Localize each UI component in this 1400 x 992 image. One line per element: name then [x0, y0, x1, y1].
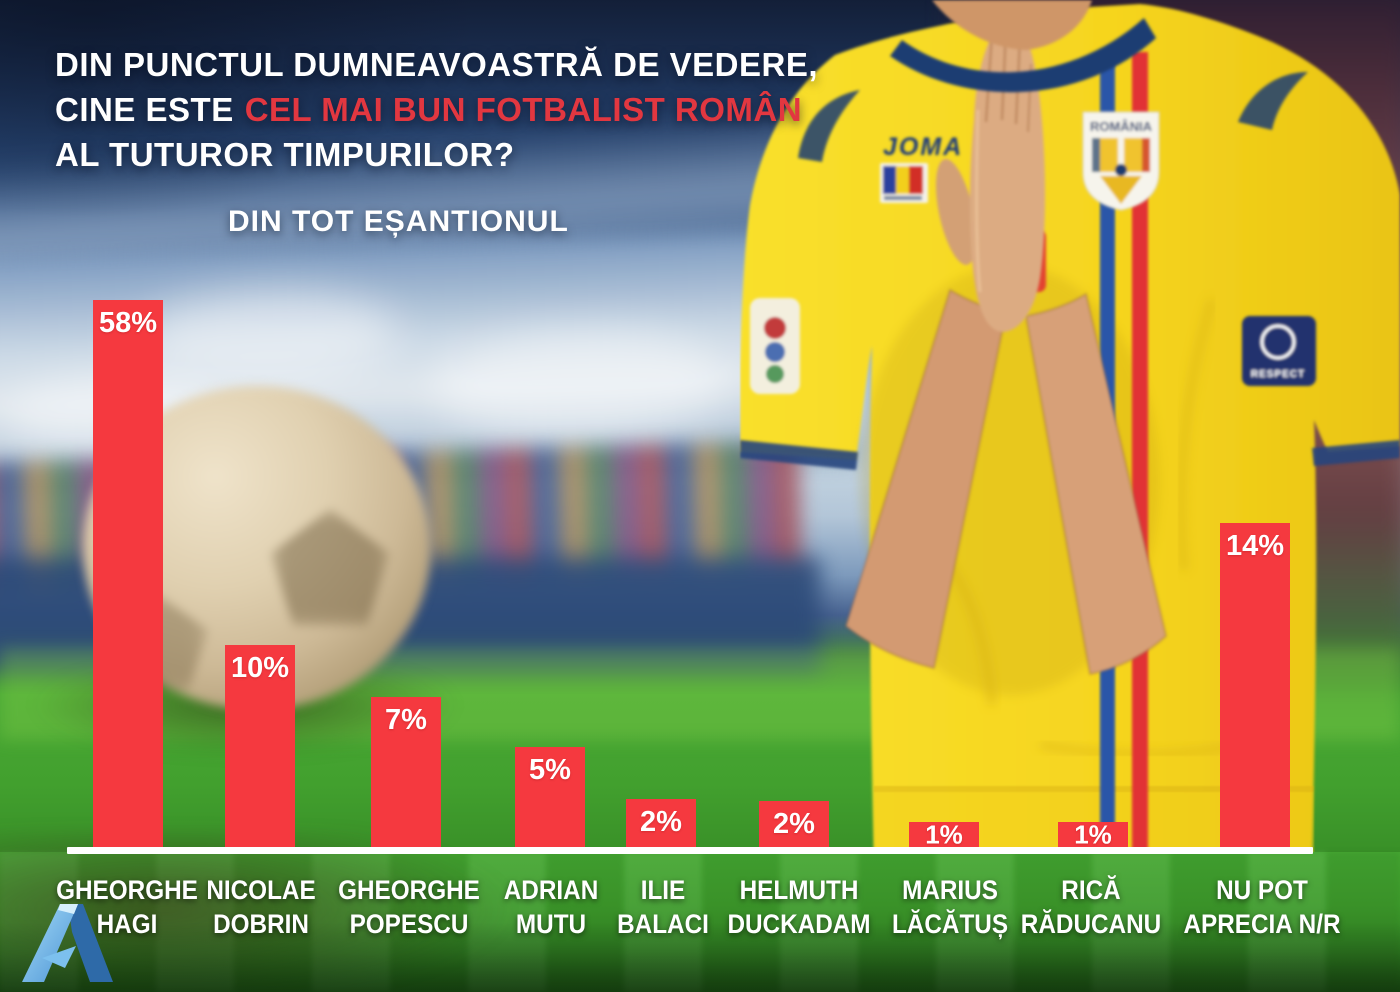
- bar-value-label: 5%: [529, 754, 571, 786]
- brand-text: JOMA: [883, 133, 963, 161]
- category-label-gheorghe-popescu: GHEORGHE POPESCU: [310, 873, 508, 941]
- category-line1: RICĂ: [1061, 875, 1121, 905]
- bar-value-label: 10%: [230, 652, 290, 684]
- brand-swoosh-icon: [1238, 72, 1308, 130]
- category-line1: HELMUTH: [739, 875, 859, 905]
- category-label-gheorghe-hagi: GHEORGHE HAGI: [28, 873, 226, 941]
- bar-value-label: 2%: [773, 808, 815, 840]
- category-label-helmuth-duckadam: HELMUTH DUCKADAM: [700, 873, 898, 941]
- bottom-grass-strip: [0, 832, 1400, 992]
- bar-adrian-mutu: 5%: [515, 747, 585, 849]
- sleeve-trim: [740, 440, 858, 470]
- bar-value-label: 7%: [385, 704, 427, 736]
- respect-text: RESPECT: [1251, 369, 1305, 380]
- category-label-ilie-balaci: ILIE BALACI: [564, 873, 762, 941]
- category-line2: DOBRIN: [213, 909, 309, 939]
- bar-nicolae-dobrin: 10%: [225, 645, 295, 849]
- category-label-nupot-aprecianr: NU POT APRECIA N/R: [1163, 873, 1361, 941]
- category-label-rica-raducanu: RICĂ RĂDUCANU: [992, 873, 1190, 941]
- category-line2: MUTU: [515, 909, 587, 939]
- category-label-nicolae-dobrin: NICOLAE DOBRIN: [162, 873, 360, 941]
- right-forearm: [1024, 292, 1168, 676]
- left-forearm: [844, 288, 1008, 670]
- bar-ilie-balaci: 2%: [626, 799, 696, 849]
- category-label-marius-lacatus: MARIUS LĂCĂTUȘ: [851, 873, 1049, 941]
- category-line1: MARIUS: [902, 875, 998, 905]
- title-line1: DIN PUNCTUL DUMNEAVOASTRĂ DE VEDERE,: [55, 46, 818, 83]
- avangarde-logo-a-icon: [22, 904, 113, 982]
- corner-vignette: [0, 0, 480, 220]
- romania-flag-patch: [880, 163, 928, 203]
- bar-gheorghe-popescu: 7%: [371, 697, 441, 849]
- category-line2: BALACI: [617, 909, 709, 939]
- crest-text: ROMÂNIA: [1090, 119, 1153, 134]
- category-line1: ADRIAN: [503, 875, 599, 905]
- category-line2: HAGI: [96, 909, 158, 939]
- category-line2: RĂDUCANU: [1020, 909, 1162, 939]
- shorts-seam: [874, 786, 1314, 792]
- chart-subtitle: DIN TOT EȘANTIONUL: [228, 205, 569, 238]
- category-line1: GHEORGHE: [56, 875, 198, 905]
- romania-crest: ROMÂNIA: [1082, 111, 1160, 211]
- brand-swoosh-icon: [798, 90, 860, 162]
- category-line2: APRECIA N/R: [1183, 909, 1341, 939]
- respect-badge: RESPECT: [1242, 316, 1316, 386]
- bar-value-label: 14%: [1225, 530, 1285, 562]
- bar-value-label: 58%: [98, 307, 158, 339]
- category-line2: POPESCU: [349, 909, 469, 939]
- bottom-vignette: [0, 922, 1400, 992]
- category-line1: NU POT: [1216, 875, 1308, 905]
- chart-baseline: [67, 847, 1313, 854]
- bar-gheorghe-hagi: 58%: [93, 300, 163, 849]
- category-line1: ILIE: [640, 875, 686, 905]
- title-line2-red: CEL MAI BUN FOTBALIST ROMÂN: [244, 91, 803, 128]
- jersey-fold: [1176, 298, 1217, 571]
- bar-value-label: 1%: [1074, 819, 1112, 850]
- title-line3: AL TUTUROR TIMPURILOR?: [55, 136, 515, 173]
- bar-marius-lacatus: 1%: [909, 819, 979, 850]
- category-line2: DUCKADAM: [727, 909, 871, 939]
- collar: [890, 18, 1156, 93]
- category-line1: GHEORGHE: [338, 875, 480, 905]
- bar-helmuth-duckadam: 2%: [759, 801, 829, 849]
- sleeve-trim: [1312, 440, 1400, 466]
- bar-rica-raducanu: 1%: [1058, 819, 1128, 850]
- bar-value-label: 2%: [640, 806, 682, 838]
- title-line2: CINE ESTE CEL MAI BUN FOTBALIST ROMÂN: [55, 87, 818, 132]
- bar-value-label: 1%: [925, 819, 963, 850]
- poll-question-title: DIN PUNCTUL DUMNEAVOASTRĂ DE VEDERE, CIN…: [55, 42, 818, 177]
- category-line1: NICOLAE: [206, 875, 316, 905]
- tournament-badge: [750, 298, 800, 394]
- neck: [932, 0, 1092, 50]
- category-label-adrian-mutu: ADRIAN MUTU: [452, 873, 650, 941]
- title-line2-white: CINE ESTE: [55, 91, 234, 128]
- category-line2: LĂCĂTUȘ: [891, 909, 1009, 939]
- bar-nupot-aprecianr: 14%: [1220, 523, 1290, 849]
